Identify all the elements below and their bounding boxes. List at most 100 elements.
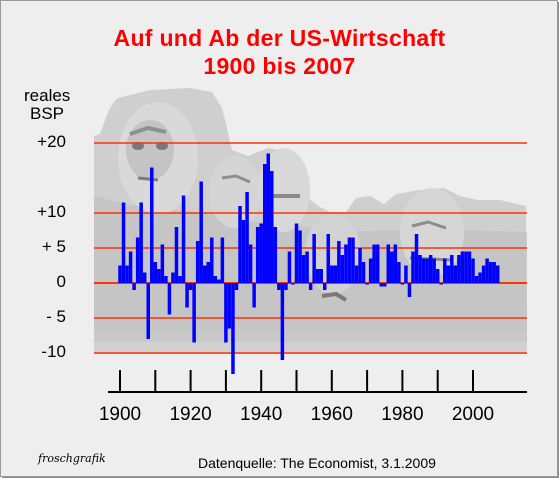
bar-2004 [485, 258, 489, 283]
bar-1949 [291, 283, 295, 285]
x-axis [108, 370, 527, 393]
bar-1992 [443, 258, 447, 283]
bar-1928 [217, 279, 221, 283]
bar-1940 [259, 223, 263, 283]
bar-1929 [220, 237, 225, 283]
bar-1994 [450, 255, 454, 283]
bar-1959 [326, 234, 331, 283]
bar-1998 [464, 251, 468, 283]
bar-1974 [379, 283, 383, 287]
bar-2002 [478, 272, 482, 283]
bar-1950 [294, 223, 299, 283]
bar-1921 [192, 283, 196, 343]
bar-1945 [277, 283, 281, 290]
bar-2005 [488, 262, 493, 283]
bar-1983 [411, 251, 415, 283]
x-tick-label: 1940 [240, 404, 283, 425]
x-tick-label: 1900 [98, 404, 142, 425]
bar-1914 [167, 283, 172, 315]
bar-2003 [481, 265, 486, 283]
bar-1961 [333, 265, 338, 283]
y-tick-label: -10 [41, 342, 66, 361]
y-tick-label: +10 [37, 202, 66, 221]
bar-1926 [210, 237, 214, 283]
bar-1942 [266, 153, 271, 283]
bar-1965 [347, 237, 352, 283]
bar-1913 [164, 276, 168, 283]
bar-1948 [287, 251, 292, 283]
bar-1972 [372, 244, 376, 283]
x-tick-label: 1960 [310, 404, 353, 425]
bar-1904 [132, 283, 136, 290]
bar-1901 [121, 202, 126, 283]
y-tick-label: +20 [37, 132, 66, 151]
bar-1986 [421, 258, 426, 283]
bar-1975 [383, 283, 387, 287]
bar-1979 [397, 262, 401, 283]
bar-1988 [428, 255, 433, 283]
bar-1953 [305, 251, 309, 283]
bar-1919 [185, 283, 189, 308]
bar-1956 [315, 269, 320, 283]
bar-1981 [404, 265, 408, 283]
bar-1946 [280, 283, 285, 360]
bar-1962 [337, 241, 341, 283]
bar-1984 [414, 234, 419, 283]
x-tick-label: 2000 [451, 404, 495, 425]
bar-1993 [446, 265, 451, 283]
bar-1935 [241, 220, 246, 283]
bar-1902 [125, 265, 129, 283]
bar-1996 [457, 255, 461, 283]
bar-1976 [386, 244, 391, 283]
bar-1923 [199, 181, 203, 283]
bar-1911 [157, 269, 161, 283]
bar-1944 [273, 227, 278, 283]
bar-1939 [255, 227, 260, 283]
bar-1924 [202, 265, 207, 283]
bar-1967 [354, 265, 359, 283]
bar-1934 [238, 206, 242, 283]
y-axis-label-line1: reales [24, 86, 71, 105]
bar-1927 [213, 276, 218, 283]
bar-1995 [453, 265, 458, 283]
bar-1907 [142, 272, 147, 283]
bar-1960 [330, 265, 334, 283]
bar-1912 [160, 244, 165, 283]
bar-1963 [340, 255, 345, 283]
bar-1966 [351, 237, 355, 283]
bar-1931 [227, 283, 232, 329]
bar-1985 [418, 255, 422, 283]
bar-1908 [146, 283, 150, 339]
bar-1930 [224, 283, 228, 343]
bar-1933 [234, 283, 239, 290]
bar-1978 [393, 244, 398, 283]
source-note: Datenquelle: The Economist, 3.1.2009 [198, 455, 436, 471]
y-tick-label: + 5 [41, 237, 66, 256]
bar-1916 [174, 227, 179, 283]
y-tick-label: 0 [56, 272, 66, 291]
bar-1915 [171, 272, 175, 283]
bar-1990 [435, 269, 440, 283]
bar-1909 [150, 167, 154, 283]
bar-1937 [248, 244, 253, 283]
bar-1941 [262, 164, 267, 283]
bar-1970 [365, 283, 369, 285]
bar-1917 [178, 276, 182, 283]
bar-1958 [322, 283, 327, 290]
bar-1999 [467, 251, 472, 283]
bar-1971 [368, 258, 373, 283]
bar-1997 [460, 251, 465, 283]
bar-1925 [206, 262, 210, 283]
bar-1955 [312, 234, 316, 283]
bar-1938 [252, 283, 256, 308]
bar-1922 [195, 241, 200, 283]
bar-1906 [139, 202, 143, 283]
bar-2007 [495, 265, 500, 283]
bar-1964 [344, 244, 348, 283]
bar-1903 [128, 251, 133, 283]
bar-1989 [432, 258, 436, 283]
bar-2006 [492, 262, 496, 283]
bar-1973 [375, 244, 380, 283]
bar-1943 [270, 171, 274, 283]
